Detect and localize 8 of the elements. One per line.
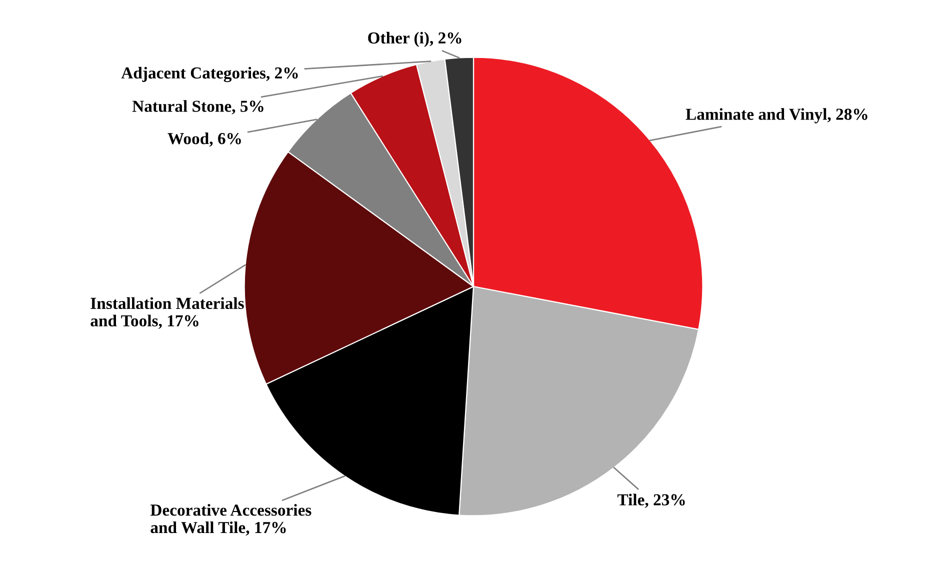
slice-label: Laminate and Vinyl, 28% xyxy=(686,108,868,124)
slice-label: Adjacent Categories, 2% xyxy=(121,66,298,82)
slice-label: Installation Materials and Tools, 17% xyxy=(90,297,244,329)
slice-label: Tile, 23% xyxy=(617,494,685,508)
slice-label: Natural Stone, 5% xyxy=(132,100,264,114)
slice-label: Other (i), 2% xyxy=(368,32,462,47)
slice-label: Wood, 6% xyxy=(168,132,241,147)
slice-label: Decorative Accessories and Wall Tile, 17% xyxy=(150,504,312,536)
